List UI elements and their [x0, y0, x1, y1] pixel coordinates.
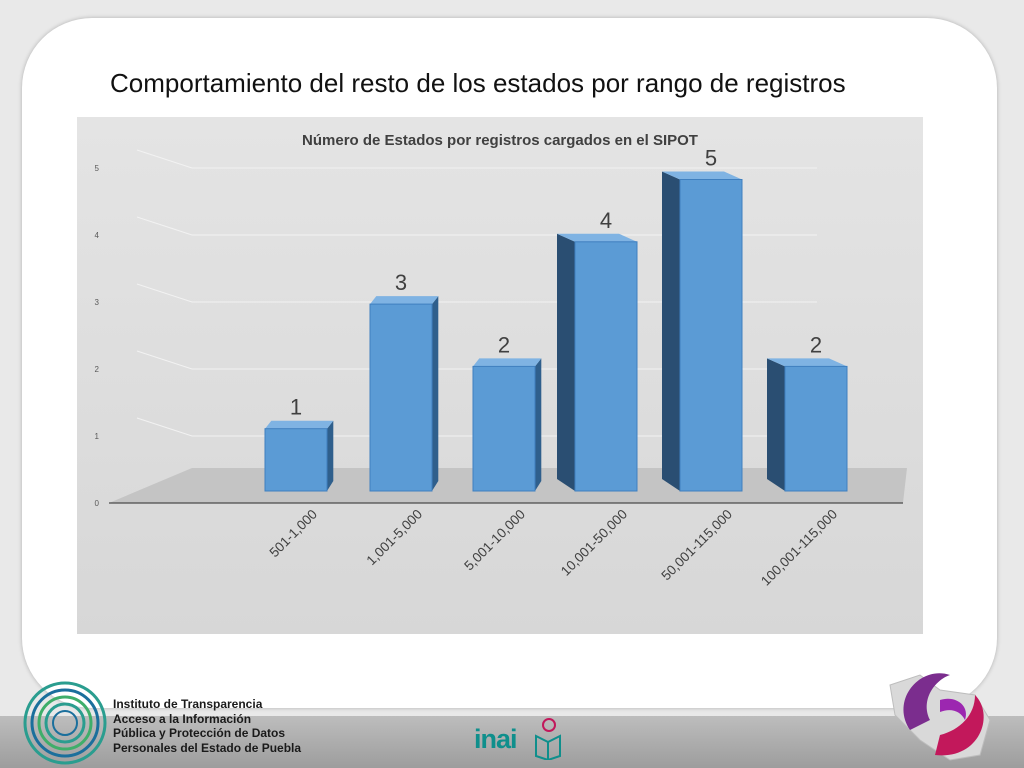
- y-tick-label: 0: [95, 499, 100, 508]
- data-label: 2: [498, 332, 510, 357]
- data-label: 1: [290, 395, 302, 420]
- x-tick-label: 10,001-50,000: [558, 507, 630, 579]
- bar-top: [370, 296, 439, 305]
- state-emblem-icon: [889, 673, 991, 761]
- footer-band: [0, 716, 1024, 768]
- institution-line: Personales del Estado de Puebla: [113, 740, 302, 755]
- bar: [662, 171, 743, 492]
- y-tick-label: 2: [95, 365, 100, 374]
- chart-title: Número de Estados por registros cargados…: [302, 132, 698, 149]
- bar: [369, 296, 439, 492]
- bar-front: [369, 303, 433, 492]
- bar-side: [432, 296, 439, 491]
- x-tick-label: 501-1,000: [267, 507, 321, 561]
- chart-area: Número de Estados por registros cargados…: [77, 117, 923, 634]
- bar-side: [662, 171, 680, 491]
- x-tick-label: 1,001-5,000: [364, 507, 426, 569]
- slide-title: Comportamiento del resto de los estados …: [110, 68, 846, 98]
- bar: [557, 233, 638, 492]
- ring-logo-icon: [23, 681, 107, 765]
- bar: [472, 358, 542, 492]
- data-labels: 1 3 2 4 5 2: [290, 146, 822, 420]
- bar: [767, 358, 848, 492]
- bar-side: [557, 233, 575, 492]
- x-tick-label: 50,001-115,000: [658, 507, 735, 584]
- bar-front: [784, 365, 848, 492]
- institution-line: Acceso a la Información: [113, 711, 252, 726]
- y-axis-ticks: 0 1 2 3 4 5: [95, 164, 100, 508]
- data-label: 4: [600, 208, 612, 233]
- bars: [264, 171, 848, 492]
- y-tick-label: 3: [95, 298, 100, 307]
- data-label: 3: [395, 270, 407, 295]
- data-label: 2: [810, 332, 822, 357]
- institution-line: Instituto de Transparencia: [113, 697, 263, 711]
- x-tick-label: 5,001-10,000: [461, 507, 528, 574]
- bar-top: [473, 358, 542, 367]
- institution-line: Pública y Protección de Datos: [113, 726, 286, 740]
- bar-side: [327, 420, 334, 491]
- x-tick-label: 100,001-115,000: [758, 507, 840, 589]
- y-tick-label: 1: [95, 432, 100, 441]
- bar-side: [767, 358, 785, 491]
- x-axis-ticks: 501-1,000 1,001-5,000 5,001-10,000 10,001-5…: [267, 507, 841, 589]
- bar-top: [767, 358, 847, 367]
- bar: [264, 420, 334, 492]
- bar-front: [264, 428, 328, 492]
- bar-front: [679, 179, 743, 492]
- bar-front: [472, 365, 536, 492]
- inai-logo-text: inai: [474, 724, 518, 754]
- institution-name: Instituto de Transparencia Acceso a la I…: [113, 697, 301, 755]
- gridline: [136, 149, 817, 169]
- bar-side: [535, 358, 542, 491]
- y-tick-label: 5: [95, 164, 100, 173]
- bar-top: [265, 420, 334, 429]
- bar-chart: Número de Estados por registros cargados…: [95, 132, 907, 589]
- bar-top: [662, 171, 742, 180]
- bar-top: [557, 233, 637, 242]
- y-tick-label: 4: [95, 231, 100, 240]
- bar-front: [574, 241, 638, 492]
- data-label: 5: [705, 146, 717, 171]
- inai-book-icon: [535, 718, 561, 760]
